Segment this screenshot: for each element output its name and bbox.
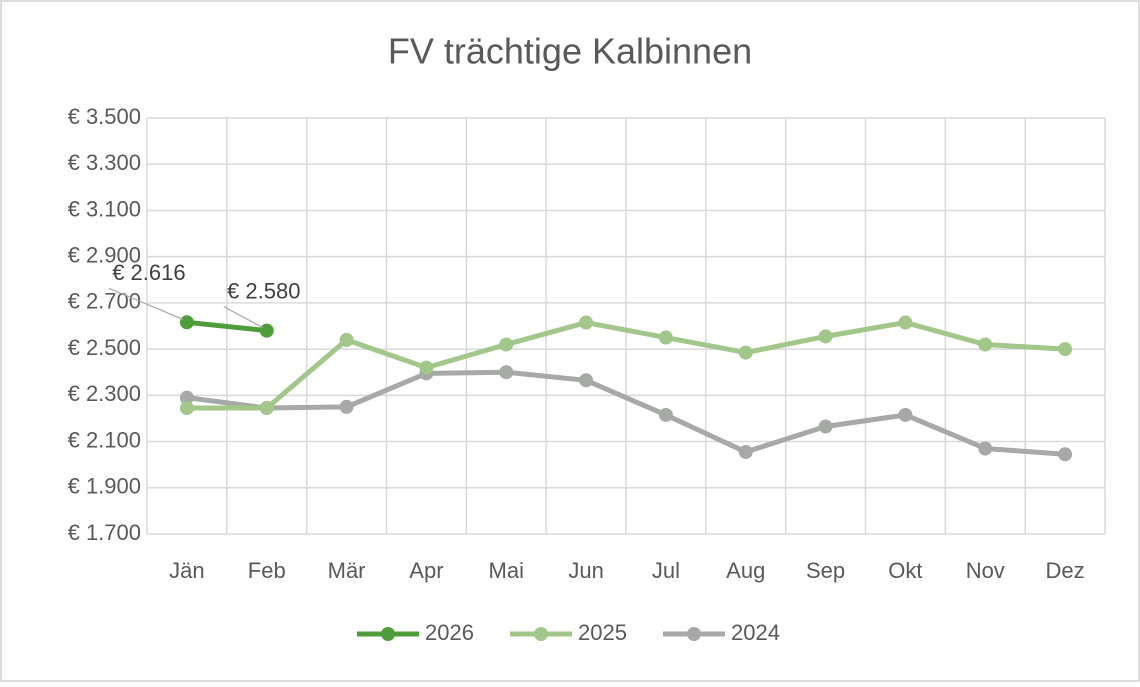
x-tick-label: Dez: [1046, 558, 1085, 583]
data-point: [1058, 342, 1073, 357]
x-tick-label: Jul: [652, 558, 680, 583]
data-point: [259, 323, 274, 338]
x-tick-label: Jän: [169, 558, 204, 583]
series-line: [186, 320, 1066, 411]
x-tick-label: Jun: [568, 558, 603, 583]
data-label: € 2.580: [227, 278, 300, 303]
legend-marker: [687, 627, 701, 641]
data-point: [1058, 447, 1073, 462]
series-line: [186, 319, 268, 334]
data-point: [179, 401, 194, 416]
x-tick-label: Aug: [726, 558, 765, 583]
data-point: [339, 399, 354, 414]
legend-label: 2024: [731, 620, 780, 645]
y-tick-label: € 2.500: [68, 335, 141, 360]
data-point: [419, 360, 434, 375]
data-label: € 2.616: [112, 260, 185, 285]
data-point: [579, 315, 594, 330]
data-point: [499, 337, 514, 352]
x-tick-label: Apr: [409, 558, 443, 583]
x-tick-label: Sep: [806, 558, 845, 583]
y-tick-label: € 3.100: [68, 196, 141, 221]
series-line: [186, 369, 1066, 457]
data-point: [738, 444, 753, 459]
chart-title: FV trächtige Kalbinnen: [388, 31, 752, 72]
data-point: [658, 407, 673, 422]
legend-marker: [381, 627, 395, 641]
data-point: [499, 365, 514, 380]
x-tick-label: Feb: [248, 558, 286, 583]
label-leader: [108, 287, 184, 320]
x-tick-label: Nov: [966, 558, 1005, 583]
data-point: [658, 330, 673, 345]
legend-marker: [534, 627, 548, 641]
y-tick-label: € 2.700: [68, 289, 141, 314]
x-tick-label: Mär: [328, 558, 366, 583]
legend-label: 2026: [425, 620, 474, 645]
y-tick-label: € 3.300: [68, 150, 141, 175]
data-point: [259, 401, 274, 416]
data-point: [339, 332, 354, 347]
x-tick-label: Mai: [489, 558, 524, 583]
x-tick-label: Okt: [888, 558, 922, 583]
data-point: [818, 419, 833, 434]
data-point: [898, 407, 913, 422]
data-point: [579, 373, 594, 388]
y-tick-label: € 1.900: [68, 474, 141, 499]
data-point: [179, 315, 194, 330]
data-point: [978, 337, 993, 352]
legend-label: 2025: [578, 620, 627, 645]
label-leader: [223, 306, 264, 329]
data-point: [738, 345, 753, 360]
data-point: [898, 315, 913, 330]
y-tick-label: € 2.900: [68, 242, 141, 267]
y-tick-label: € 2.100: [68, 427, 141, 452]
data-point: [179, 390, 194, 405]
y-tick-label: € 1.700: [68, 520, 141, 545]
y-tick-label: € 3.500: [68, 104, 141, 129]
y-tick-label: € 2.300: [68, 381, 141, 406]
data-point: [818, 329, 833, 344]
data-point: [978, 441, 993, 456]
